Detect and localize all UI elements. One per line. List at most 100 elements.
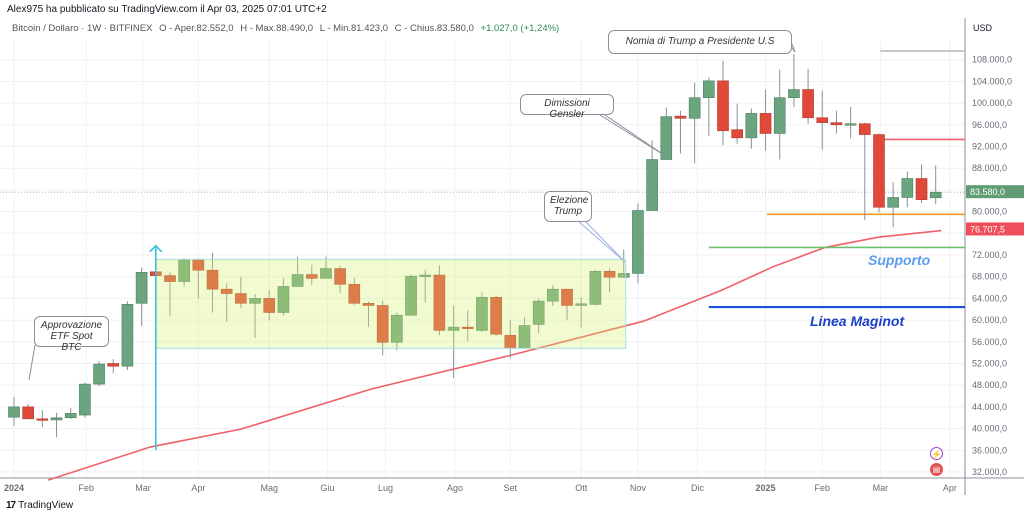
ohlc-legend: Bitcoin / Dollaro · 1W · BITFINEX O - Ap… bbox=[12, 23, 563, 34]
candle-up bbox=[575, 303, 588, 306]
arrow-up-icon bbox=[149, 244, 163, 253]
annotation-etf-approval[interactable]: Approvazione ETF Spot BTC bbox=[34, 316, 109, 353]
candle-down bbox=[731, 129, 743, 139]
callout-pointer bbox=[577, 220, 626, 263]
candle-up bbox=[703, 80, 715, 98]
x-tick-label: Giu bbox=[320, 483, 334, 493]
moving-average-price-label: 76.707,5 bbox=[970, 224, 1005, 234]
x-tick-label: 2025 bbox=[756, 483, 776, 493]
candle-down bbox=[461, 326, 474, 329]
x-tick-label: Feb bbox=[79, 483, 95, 493]
tradingview-logo-text: TradingView bbox=[18, 500, 74, 511]
publisher-line: Alex975 ha pubblicato su TradingView.com… bbox=[7, 4, 327, 15]
y-tick-label: 88.000,0 bbox=[972, 163, 1007, 173]
candle-up bbox=[291, 274, 304, 287]
candle-up bbox=[660, 116, 673, 160]
y-tick-label: 72.000,0 bbox=[972, 250, 1007, 260]
annotation-trump-election[interactable]: Elezione Trump bbox=[544, 191, 592, 222]
candle-up bbox=[788, 89, 800, 98]
candle-up bbox=[50, 417, 63, 421]
candle-up bbox=[589, 270, 602, 305]
candle-down bbox=[305, 274, 318, 279]
low-value: L - Min.81.423,0 bbox=[319, 23, 389, 34]
x-tick-label: Apr bbox=[191, 483, 205, 493]
candle-down bbox=[22, 406, 34, 420]
x-tick-label: Ott bbox=[575, 483, 588, 493]
currency-label: USD bbox=[973, 23, 993, 33]
candle-up bbox=[887, 197, 899, 208]
x-tick-label: Set bbox=[504, 483, 518, 493]
x-tick-label: Mag bbox=[260, 483, 278, 493]
candle-up bbox=[773, 97, 786, 134]
candle-up bbox=[8, 406, 20, 418]
y-tick-label: 52.000,0 bbox=[972, 359, 1007, 369]
candle-down bbox=[674, 115, 687, 119]
y-tick-label: 104.000,0 bbox=[972, 76, 1012, 86]
candle-up bbox=[532, 300, 545, 325]
candle-down bbox=[263, 298, 276, 313]
candle-up bbox=[391, 314, 403, 343]
candle-up bbox=[632, 210, 644, 274]
candle-down bbox=[759, 113, 772, 134]
candle-down bbox=[603, 270, 616, 278]
symbol-label[interactable]: Bitcoin / Dollaro · 1W · BITFINEX bbox=[12, 23, 153, 34]
annotation-gensler-resignation[interactable]: Dimissioni Gensler bbox=[520, 94, 614, 120]
y-tick-label: 44.000,0 bbox=[972, 402, 1007, 412]
candle-down bbox=[717, 80, 729, 132]
y-tick-label: 32.000,0 bbox=[972, 467, 1007, 477]
y-tick-label: 56.000,0 bbox=[972, 337, 1007, 347]
candle-down bbox=[561, 288, 573, 306]
tradingview-logo[interactable]: 17 TradingView bbox=[6, 500, 73, 511]
candle-down bbox=[220, 288, 233, 294]
candle-up bbox=[405, 275, 417, 316]
candle-up bbox=[419, 274, 432, 277]
consolidation-range-box[interactable] bbox=[155, 258, 627, 349]
y-tick-label: 64.000,0 bbox=[972, 293, 1007, 303]
x-tick-label: Apr bbox=[943, 483, 957, 493]
candle-down bbox=[490, 297, 502, 335]
support-label[interactable]: Supporto bbox=[868, 252, 931, 268]
y-tick-label: 36.000,0 bbox=[972, 445, 1007, 455]
candle-up bbox=[646, 159, 658, 211]
candle-up bbox=[617, 273, 630, 278]
last-price-label-bg bbox=[966, 185, 1024, 199]
callout-pointer bbox=[28, 344, 36, 381]
candle-up bbox=[64, 413, 77, 419]
candle-down bbox=[873, 134, 885, 208]
y-tick-label: 60.000,0 bbox=[972, 315, 1007, 325]
candle-up bbox=[249, 298, 261, 304]
candle-down bbox=[164, 275, 176, 282]
candle-up bbox=[121, 304, 134, 367]
candle-down bbox=[235, 293, 247, 304]
candle-up bbox=[844, 123, 857, 126]
candle-up bbox=[688, 97, 701, 119]
y-tick-label: 40.000,0 bbox=[972, 424, 1007, 434]
maginot-label[interactable]: Linea Maginot bbox=[810, 313, 905, 329]
y-tick-label: 96.000,0 bbox=[972, 120, 1007, 130]
candle-up bbox=[901, 178, 914, 198]
candle-up bbox=[135, 272, 148, 304]
candle-down bbox=[816, 117, 829, 123]
last-price-label: 83.580,0 bbox=[970, 187, 1005, 197]
x-tick-label: Ago bbox=[447, 483, 463, 493]
lightning-event-icon[interactable]: ⚡ bbox=[930, 447, 943, 460]
candle-down bbox=[348, 283, 361, 304]
high-value: H - Max.88.490,0 bbox=[240, 23, 314, 34]
us-flag-event-icon[interactable]: ▤ bbox=[930, 463, 943, 476]
callout-pointer bbox=[599, 114, 668, 158]
candle-down bbox=[36, 418, 49, 421]
annotation-trump-nomination[interactable]: Nomia di Trump a Presidente U.S bbox=[608, 30, 792, 54]
candle-up bbox=[447, 326, 460, 331]
candle-up bbox=[79, 383, 91, 416]
open-value: O - Aper.82.552,0 bbox=[159, 23, 234, 34]
candle-down bbox=[858, 123, 871, 135]
y-tick-label: 100.000,0 bbox=[972, 98, 1012, 108]
y-tick-label: 48.000,0 bbox=[972, 380, 1007, 390]
moving-average-price-label-bg bbox=[966, 222, 1024, 236]
moving-average-line bbox=[47, 229, 942, 481]
candle-up bbox=[929, 191, 942, 199]
candle-down bbox=[376, 305, 389, 343]
candle-down bbox=[107, 363, 120, 367]
candle-down bbox=[830, 122, 843, 126]
